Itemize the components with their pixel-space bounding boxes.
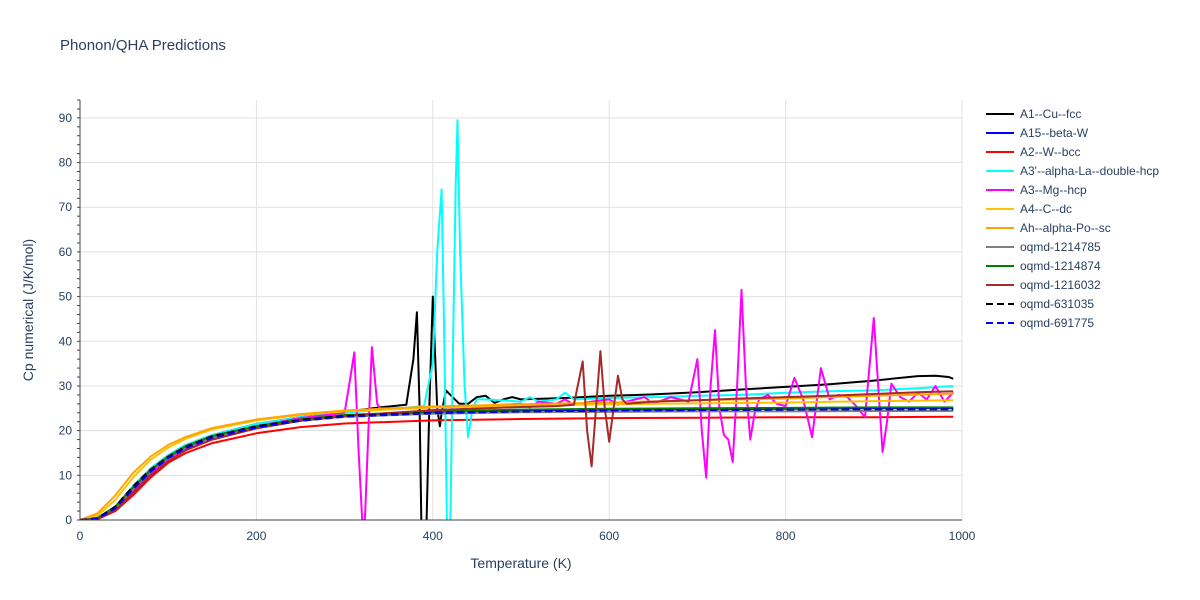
x-tick-label: 600 bbox=[599, 529, 619, 543]
y-tick-label: 30 bbox=[59, 379, 73, 393]
legend-label: oqmd-1214874 bbox=[1020, 259, 1101, 273]
legend-item[interactable]: oqmd-631035 bbox=[986, 297, 1094, 311]
series-line-a3-alpha-la-double-hcp[interactable] bbox=[80, 119, 954, 542]
series-line-oqmd-1214874[interactable] bbox=[80, 406, 954, 520]
legend-label: oqmd-1214785 bbox=[1020, 240, 1101, 254]
legend-label: oqmd-1216032 bbox=[1020, 278, 1101, 292]
legend-item[interactable]: oqmd-691775 bbox=[986, 316, 1094, 330]
x-tick-label: 400 bbox=[423, 529, 443, 543]
y-tick-label: 90 bbox=[59, 111, 73, 125]
x-tick-label: 1000 bbox=[949, 529, 976, 543]
y-axis-title: Cp numerical (J/K/mol) bbox=[20, 239, 36, 381]
legend-item[interactable]: A4--C--dc bbox=[986, 202, 1072, 216]
y-tick-label: 60 bbox=[59, 245, 73, 259]
grid bbox=[79, 100, 963, 520]
y-tick-label: 20 bbox=[59, 424, 73, 438]
legend-item[interactable]: oqmd-1216032 bbox=[986, 278, 1101, 292]
legend-label: A3--Mg--hcp bbox=[1020, 183, 1087, 197]
legend-label: Ah--alpha-Po--sc bbox=[1020, 221, 1111, 235]
x-tick-label: 0 bbox=[77, 529, 84, 543]
legend-item[interactable]: Ah--alpha-Po--sc bbox=[986, 221, 1111, 235]
legend-item[interactable]: A2--W--bcc bbox=[986, 145, 1080, 159]
y-tick-label: 10 bbox=[59, 468, 73, 482]
x-axis-title: Temperature (K) bbox=[470, 555, 571, 571]
series-line-a15-beta-w[interactable] bbox=[80, 407, 954, 520]
plot-area[interactable] bbox=[80, 119, 954, 542]
legend-label: oqmd-691775 bbox=[1020, 316, 1094, 330]
y-tick-label: 0 bbox=[65, 513, 72, 527]
y-tick-label: 80 bbox=[59, 156, 73, 170]
series-line-oqmd-691775[interactable] bbox=[80, 408, 954, 520]
chart-title: Phonon/QHA Predictions bbox=[60, 37, 226, 54]
y-tick-label: 50 bbox=[59, 290, 73, 304]
x-tick-label: 200 bbox=[246, 529, 266, 543]
legend-label: A2--W--bcc bbox=[1020, 145, 1080, 159]
y-tick-label: 40 bbox=[59, 334, 73, 348]
tick-labels: 0 200 400 600 800 1000 0 10 20 30 40 50 60 70 80 90 bbox=[59, 111, 976, 543]
series-line-oqmd-1214785[interactable] bbox=[80, 410, 954, 520]
legend-item[interactable]: A15--beta-W bbox=[986, 126, 1089, 140]
series-line-a2-w-bcc[interactable] bbox=[80, 415, 954, 520]
legend-item[interactable]: A3'--alpha-La--double-hcp bbox=[986, 164, 1159, 178]
series-line-oqmd-1216032[interactable] bbox=[80, 350, 954, 520]
x-tick-label: 800 bbox=[776, 529, 796, 543]
legend-label: A4--C--dc bbox=[1020, 202, 1072, 216]
axes bbox=[77, 99, 962, 521]
legend[interactable]: A1--Cu--fcc A15--beta-W A2--W--bcc A3'--alp… bbox=[986, 107, 1159, 330]
legend-item[interactable]: oqmd-1214874 bbox=[986, 259, 1101, 273]
legend-item[interactable]: oqmd-1214785 bbox=[986, 240, 1101, 254]
legend-item[interactable]: A3--Mg--hcp bbox=[986, 183, 1087, 197]
legend-label: A15--beta-W bbox=[1020, 126, 1089, 140]
legend-item[interactable]: A1--Cu--fcc bbox=[986, 107, 1081, 121]
legend-label: A1--Cu--fcc bbox=[1020, 107, 1081, 121]
legend-label: oqmd-631035 bbox=[1020, 297, 1094, 311]
y-tick-label: 70 bbox=[59, 200, 73, 214]
series-line-oqmd-631035[interactable] bbox=[80, 408, 954, 520]
legend-label: A3'--alpha-La--double-hcp bbox=[1020, 164, 1159, 178]
